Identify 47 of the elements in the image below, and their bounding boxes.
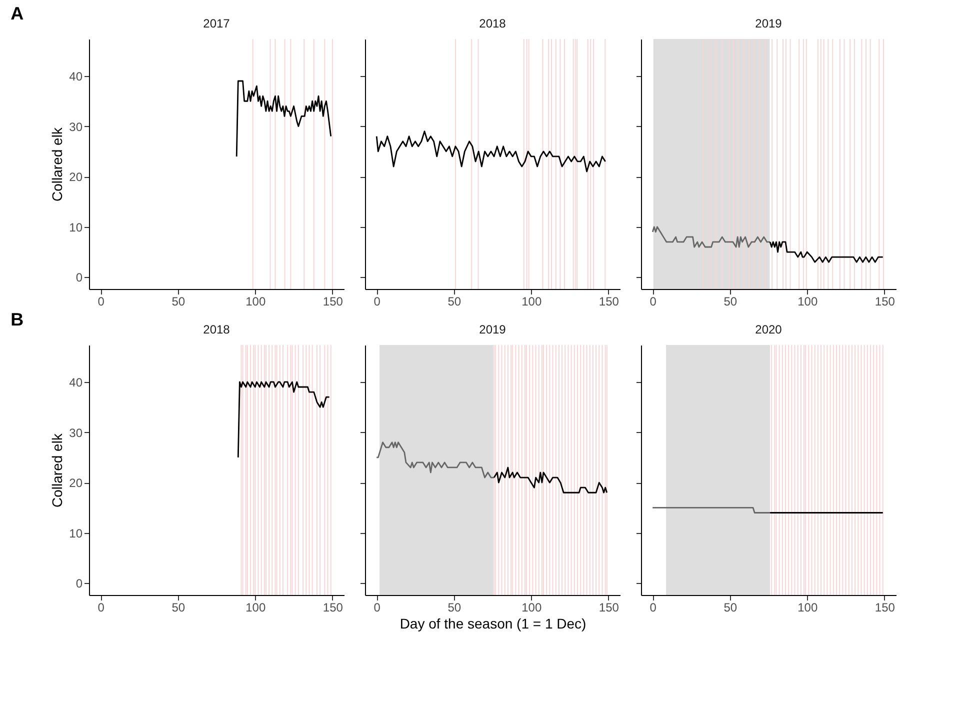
x-tick-label: 50	[172, 294, 186, 308]
x-tick-label: 100	[522, 294, 542, 308]
y-tick-label: 20	[69, 170, 83, 184]
x-tick-label: 150	[322, 600, 344, 614]
x-tick-label: 50	[448, 294, 462, 308]
x-tick-label: 0	[98, 294, 105, 308]
chart-title: 2017	[203, 16, 230, 30]
x-tick-label: 100	[522, 600, 542, 614]
y-tick-label: 40	[69, 69, 83, 84]
x-tick-label: 0	[374, 294, 381, 308]
y-tick-label: 40	[69, 375, 83, 390]
chart-title: 2020	[755, 322, 782, 336]
y-tick-label: 10	[69, 220, 83, 234]
y-tick-label: 10	[69, 526, 83, 540]
line-series	[236, 80, 332, 158]
x-tick-label: 0	[650, 294, 657, 308]
y-tick-label: 30	[69, 120, 83, 134]
x-tick-label: 150	[874, 600, 896, 614]
chart-title: 2018	[203, 322, 230, 336]
x-tick-label: 0	[98, 600, 105, 614]
x-tick-label: 50	[448, 600, 462, 614]
x-tick-label: 150	[598, 294, 620, 308]
y-tick-label: 0	[76, 270, 83, 285]
x-tick-label: 50	[724, 294, 738, 308]
y-tick-label: 20	[69, 476, 83, 490]
x-tick-label: 50	[172, 600, 186, 614]
chart-title: 2019	[755, 16, 782, 30]
chart-title: 2018	[479, 16, 506, 30]
x-tick-label: 100	[798, 600, 818, 614]
text: B	[10, 309, 24, 330]
x-tick-label: 50	[724, 600, 738, 614]
x-tick-label: 0	[650, 600, 657, 614]
x-tick-label: 0	[374, 600, 381, 614]
x-tick-label: 150	[598, 600, 620, 614]
y-axis-title: Collared elk	[49, 432, 66, 508]
x-tick-label: 100	[246, 294, 266, 308]
x-tick-label: 100	[246, 600, 266, 614]
text: A	[10, 3, 24, 24]
y-axis-title: Collared elk	[49, 126, 66, 202]
y-tick-label: 30	[69, 426, 83, 440]
x-axis-title: Day of the season (1 = 1 Dec)	[400, 616, 586, 632]
x-tick-label: 100	[798, 294, 818, 308]
x-tick-label: 150	[322, 294, 344, 308]
y-tick-label: 0	[76, 576, 83, 591]
line-series	[237, 381, 330, 458]
chart-title: 2019	[479, 322, 506, 336]
x-tick-label: 150	[874, 294, 896, 308]
